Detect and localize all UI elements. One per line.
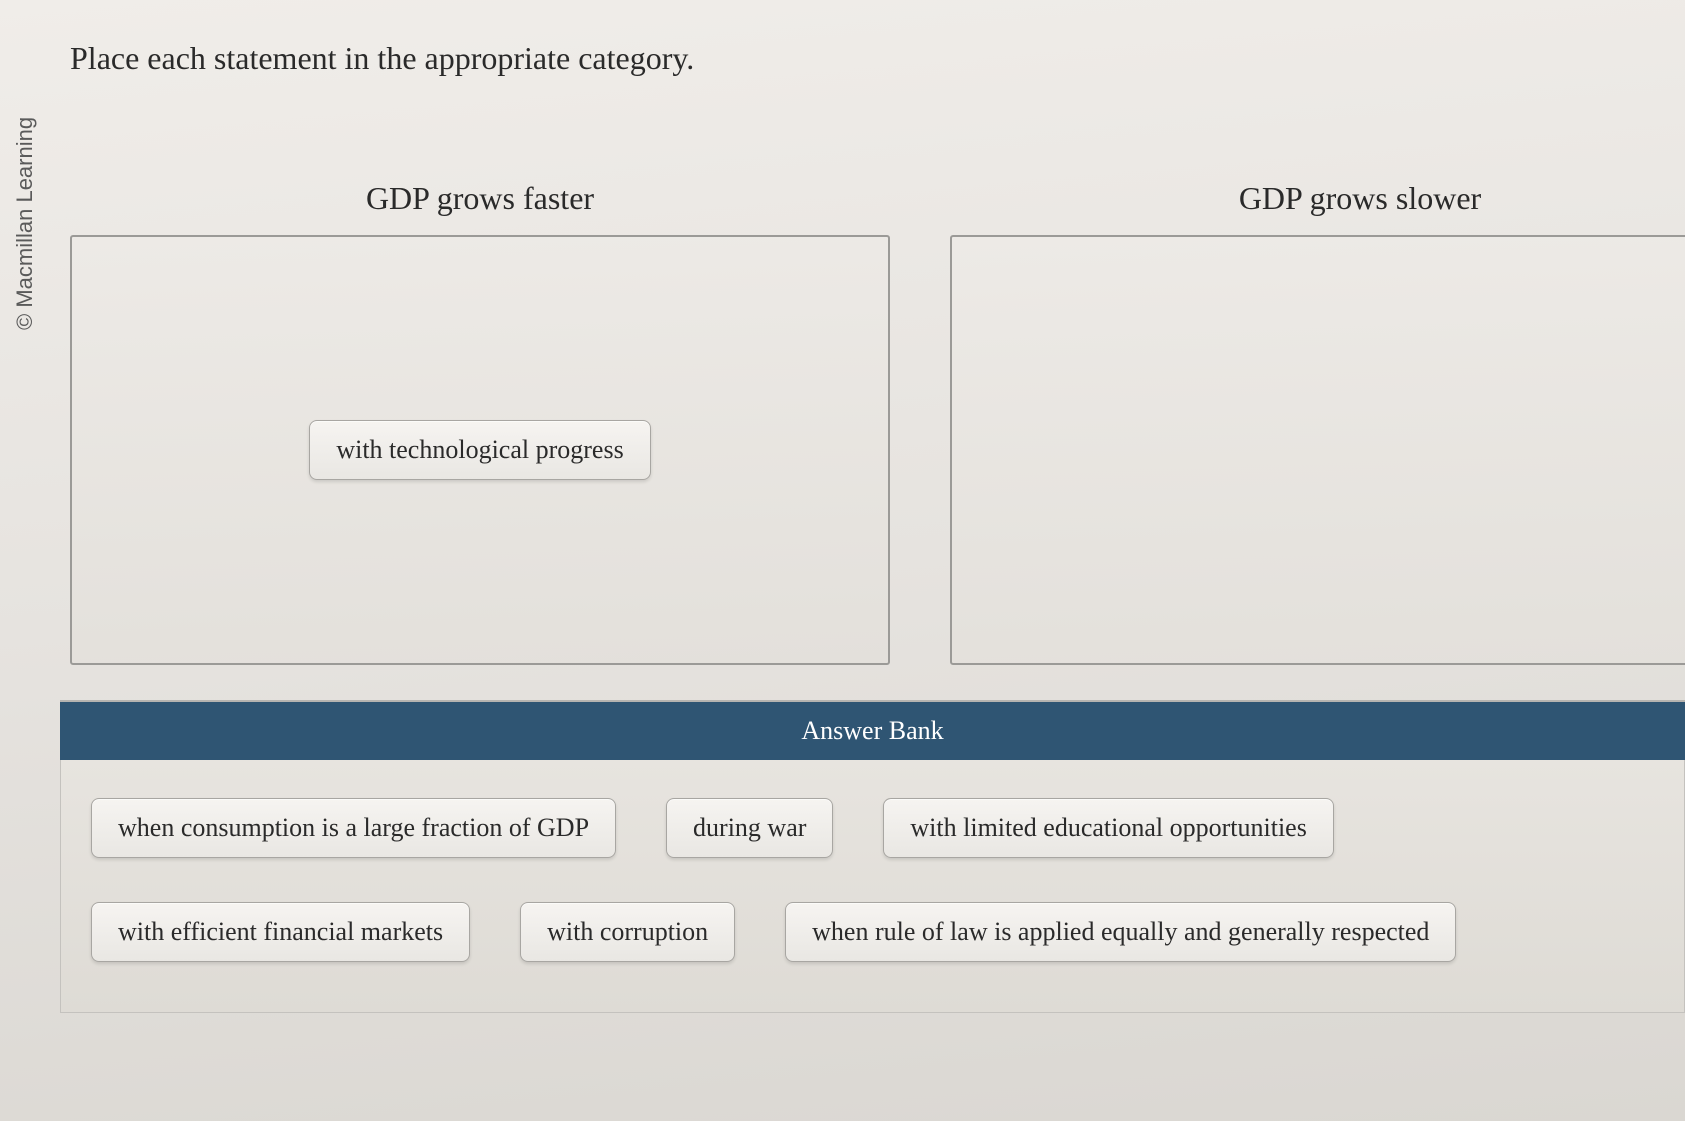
bank-row: with efficient financial markets with co… (91, 902, 1654, 962)
category-row: GDP grows faster with technological prog… (70, 180, 1685, 665)
instruction-text: Place each statement in the appropriate … (70, 40, 694, 77)
answer-bank-header: Answer Bank (60, 702, 1685, 760)
chip-corruption[interactable]: with corruption (520, 902, 735, 962)
chip-financial-markets[interactable]: with efficient financial markets (91, 902, 470, 962)
answer-bank-body[interactable]: when consumption is a large fraction of … (60, 760, 1685, 1013)
chip-consumption[interactable]: when consumption is a large fraction of … (91, 798, 616, 858)
bank-row: when consumption is a large fraction of … (91, 798, 1654, 858)
chip-placed[interactable]: with technological progress (309, 420, 650, 480)
category-slower: GDP grows slower (950, 180, 1685, 665)
chip-war[interactable]: during war (666, 798, 833, 858)
dropzone-slower[interactable] (950, 235, 1685, 665)
category-title: GDP grows slower (950, 180, 1685, 217)
exercise-page: © Macmillan Learning Place each statemen… (0, 0, 1685, 1121)
category-title: GDP grows faster (70, 180, 890, 217)
chip-rule-of-law[interactable]: when rule of law is applied equally and … (785, 902, 1456, 962)
category-faster: GDP grows faster with technological prog… (70, 180, 890, 665)
copyright-label: © Macmillan Learning (12, 117, 38, 330)
dropzone-faster[interactable]: with technological progress (70, 235, 890, 665)
chip-education[interactable]: with limited educational opportunities (883, 798, 1333, 858)
answer-bank: Answer Bank when consumption is a large … (60, 700, 1685, 1013)
